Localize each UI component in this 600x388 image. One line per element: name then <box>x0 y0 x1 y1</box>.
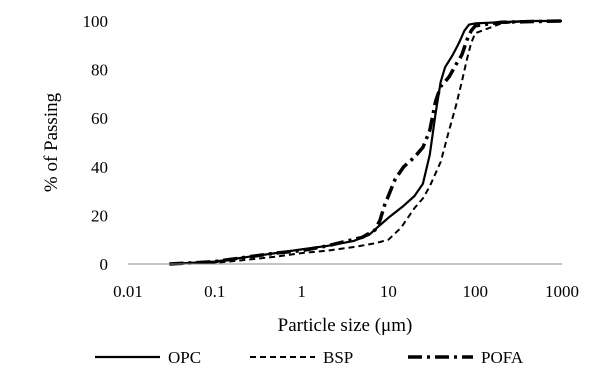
plot-lines <box>169 19 563 266</box>
legend-label-pofa: POFA <box>481 348 524 367</box>
y-tick-label-1: 20 <box>91 206 108 225</box>
x-axis-title: Particle size (μm) <box>278 315 413 336</box>
y-ticks: 0 20 40 60 80 100 <box>83 12 109 274</box>
y-tick-label-0: 0 <box>100 255 109 274</box>
y-axis-title: % of Passing <box>41 92 62 192</box>
legend-label-opc: OPC <box>168 348 201 367</box>
x-tick-label-2: 1 <box>297 282 306 301</box>
x-tick-label-1: 0.1 <box>204 282 225 301</box>
series-line-pofa <box>169 19 563 266</box>
legend-label-bsp: BSP <box>323 348 353 367</box>
x-tick-label-3: 10 <box>380 282 397 301</box>
x-tick-label-4: 100 <box>462 282 488 301</box>
x-tick-label-0: 0.01 <box>113 282 143 301</box>
y-tick-label-2: 40 <box>91 158 108 177</box>
y-tick-label-4: 80 <box>91 61 108 80</box>
y-tick-label-3: 60 <box>91 109 108 128</box>
y-tick-label-5: 100 <box>83 12 109 31</box>
x-ticks: 0.01 0.1 1 10 100 1000 <box>113 282 579 301</box>
x-tick-label-5: 1000 <box>545 282 579 301</box>
legend: OPC BSP POFA <box>95 348 524 367</box>
series-line-bsp <box>169 20 562 265</box>
series-line-opc <box>169 19 562 266</box>
